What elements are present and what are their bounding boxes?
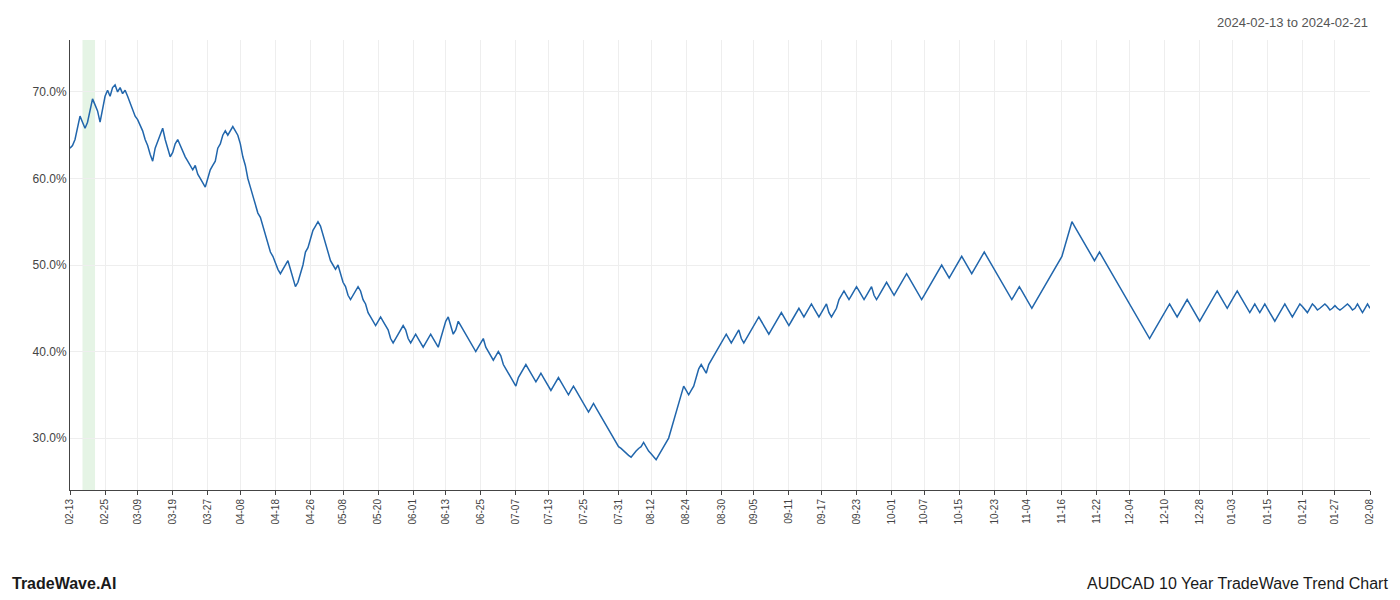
svg-text:07-07: 07-07 xyxy=(510,499,521,525)
svg-text:01-21: 01-21 xyxy=(1297,499,1308,525)
svg-text:08-12: 08-12 xyxy=(645,499,656,525)
svg-text:11-16: 11-16 xyxy=(1056,499,1067,524)
svg-text:12-04: 12-04 xyxy=(1124,499,1135,525)
svg-text:02-25: 02-25 xyxy=(99,499,110,525)
svg-text:70.0%: 70.0% xyxy=(33,85,67,99)
svg-text:07-25: 07-25 xyxy=(578,499,589,525)
svg-text:40.0%: 40.0% xyxy=(33,345,67,359)
svg-text:03-27: 03-27 xyxy=(202,499,213,525)
svg-text:08-24: 08-24 xyxy=(680,499,691,525)
svg-text:30.0%: 30.0% xyxy=(33,431,67,445)
svg-text:11-04: 11-04 xyxy=(1021,499,1032,524)
svg-text:10-01: 10-01 xyxy=(886,499,897,525)
svg-text:01-03: 01-03 xyxy=(1226,499,1237,525)
svg-text:06-13: 06-13 xyxy=(440,499,451,525)
svg-text:10-23: 10-23 xyxy=(989,499,1000,525)
svg-text:11-22: 11-22 xyxy=(1091,499,1102,524)
svg-text:AUDCAD 10 Year TradeWave Trend: AUDCAD 10 Year TradeWave Trend Chart xyxy=(1087,575,1388,592)
svg-text:2024-02-13 to 2024-02-21: 2024-02-13 to 2024-02-21 xyxy=(1217,15,1368,30)
svg-text:08-30: 08-30 xyxy=(716,499,727,525)
svg-text:09-11: 09-11 xyxy=(783,499,794,524)
svg-text:10-15: 10-15 xyxy=(953,499,964,525)
svg-text:03-19: 03-19 xyxy=(167,499,178,525)
svg-text:06-01: 06-01 xyxy=(407,499,418,525)
svg-text:12-10: 12-10 xyxy=(1159,499,1170,525)
svg-text:09-05: 09-05 xyxy=(748,499,759,525)
svg-text:04-08: 04-08 xyxy=(235,499,246,525)
svg-text:10-07: 10-07 xyxy=(918,499,929,525)
svg-text:02-08: 02-08 xyxy=(1364,499,1375,525)
svg-text:TradeWave.AI: TradeWave.AI xyxy=(12,575,116,592)
svg-text:04-18: 04-18 xyxy=(270,499,281,525)
svg-text:01-15: 01-15 xyxy=(1262,499,1273,525)
svg-text:12-28: 12-28 xyxy=(1194,499,1205,525)
svg-text:50.0%: 50.0% xyxy=(33,258,67,272)
svg-text:05-20: 05-20 xyxy=(372,499,383,525)
svg-text:07-31: 07-31 xyxy=(613,499,624,525)
svg-text:02-13: 02-13 xyxy=(64,499,75,525)
svg-text:04-26: 04-26 xyxy=(305,499,316,525)
svg-text:09-17: 09-17 xyxy=(816,499,827,525)
svg-text:06-25: 06-25 xyxy=(475,499,486,525)
svg-text:07-13: 07-13 xyxy=(543,499,554,525)
svg-text:05-08: 05-08 xyxy=(337,499,348,525)
svg-text:03-09: 03-09 xyxy=(132,499,143,525)
svg-text:01-27: 01-27 xyxy=(1329,499,1340,525)
svg-text:09-23: 09-23 xyxy=(851,499,862,525)
svg-text:60.0%: 60.0% xyxy=(33,172,67,186)
